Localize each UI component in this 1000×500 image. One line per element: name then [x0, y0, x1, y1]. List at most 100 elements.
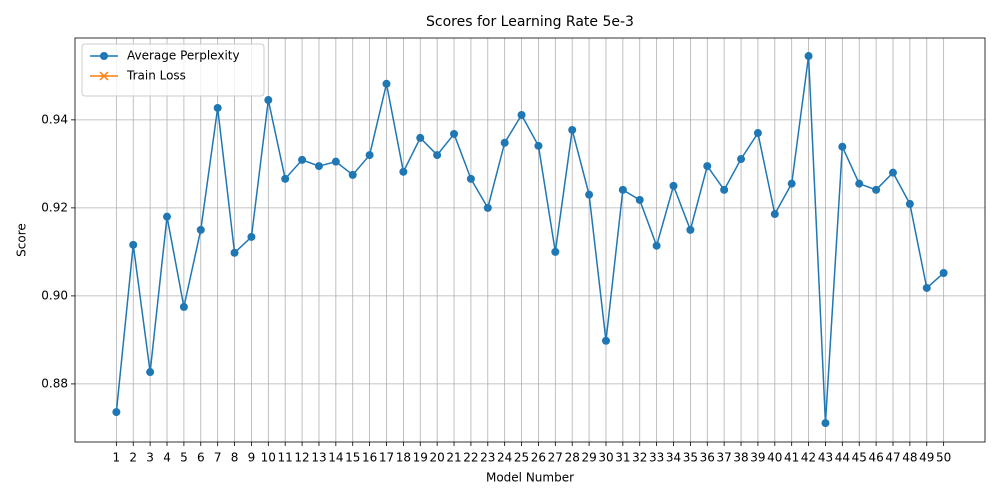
marker [939, 269, 948, 278]
marker [466, 174, 475, 183]
marker [99, 71, 109, 81]
marker [568, 125, 577, 134]
marker [838, 142, 847, 151]
x-tick-label: 8 [231, 451, 239, 465]
x-tick-label: 16 [362, 451, 377, 465]
x-tick-label: 40 [767, 451, 782, 465]
marker [770, 210, 779, 219]
marker [888, 168, 897, 177]
x-tick-label: 33 [649, 451, 664, 465]
x-tick-label: 26 [531, 451, 546, 465]
chart-title: Scores for Learning Rate 5e-3 [426, 14, 634, 30]
x-tick-label: 13 [311, 451, 326, 465]
marker [196, 225, 205, 234]
x-tick-label: 14 [328, 451, 343, 465]
x-tick-label: 44 [835, 451, 850, 465]
y-axis-label: Score [15, 223, 29, 257]
x-tick-label: 4 [163, 451, 171, 465]
x-tick-label: 18 [396, 451, 411, 465]
x-tick-label: 9 [248, 451, 256, 465]
x-tick-label: 50 [936, 451, 951, 465]
x-tick-label: 1 [113, 451, 121, 465]
marker [433, 151, 442, 160]
marker [129, 240, 138, 249]
y-tick-label: 0.94 [41, 112, 68, 126]
marker [416, 133, 425, 142]
plot-frame [74, 37, 986, 443]
x-tick-label: 47 [885, 451, 900, 465]
marker [365, 151, 374, 160]
marker [331, 157, 340, 166]
x-tick-label: 23 [480, 451, 495, 465]
x-tick-label: 38 [733, 451, 748, 465]
marker [163, 212, 172, 221]
x-tick-label: 34 [666, 451, 681, 465]
x-tick-label: 3 [146, 451, 154, 465]
marker [483, 203, 492, 212]
x-tick-label: 25 [514, 451, 529, 465]
marker [618, 185, 627, 194]
marker [737, 155, 746, 164]
marker [348, 170, 357, 179]
x-tick-label: 31 [615, 451, 630, 465]
x-tick-label: 48 [902, 451, 917, 465]
marker [635, 195, 644, 204]
y-tick-label: 0.90 [41, 288, 68, 302]
marker [686, 225, 695, 234]
marker [382, 79, 391, 88]
marker [753, 129, 762, 138]
marker [804, 52, 813, 61]
marker [112, 408, 121, 417]
marker [179, 302, 188, 311]
marker [230, 248, 239, 257]
x-tick-label: 19 [413, 451, 428, 465]
marker [855, 179, 864, 188]
x-tick-label: 27 [548, 451, 563, 465]
marker [601, 336, 610, 345]
legend-label: Average Perplexity [127, 49, 240, 63]
marker [450, 129, 459, 138]
marker [905, 199, 914, 208]
marker [720, 185, 729, 194]
marker [821, 419, 830, 428]
x-tick-label: 43 [818, 451, 833, 465]
marker [922, 283, 931, 292]
marker [534, 141, 543, 150]
marker [146, 368, 155, 377]
marker [551, 247, 560, 256]
x-tick-label: 6 [197, 451, 205, 465]
marker [585, 190, 594, 199]
x-tick-label: 30 [598, 451, 613, 465]
x-tick-label: 22 [463, 451, 478, 465]
x-tick-label: 29 [581, 451, 596, 465]
marker [281, 174, 290, 183]
x-tick-label: 7 [214, 451, 222, 465]
marker [314, 162, 323, 171]
x-axis-label: Model Number [486, 471, 574, 485]
y-tick-label: 0.92 [41, 200, 68, 214]
x-tick-label: 10 [261, 451, 276, 465]
x-tick-label: 45 [852, 451, 867, 465]
x-tick-label: 41 [784, 451, 799, 465]
x-tick-label: 37 [717, 451, 732, 465]
x-tick-label: 36 [700, 451, 715, 465]
y-tick-label: 0.88 [41, 376, 68, 390]
x-tick-label: 20 [430, 451, 445, 465]
marker [652, 241, 661, 250]
x-tick-label: 49 [919, 451, 934, 465]
x-tick-label: 12 [294, 451, 309, 465]
marker [213, 103, 222, 112]
x-tick-label: 28 [565, 451, 580, 465]
x-tick-label: 17 [379, 451, 394, 465]
marker [264, 96, 273, 105]
x-tick-label: 2 [129, 451, 137, 465]
series-line [115, 55, 945, 424]
x-tick-label: 32 [632, 451, 647, 465]
x-tick-label: 46 [868, 451, 883, 465]
marker [787, 179, 796, 188]
legend: Average Perplexity Train Loss [81, 43, 265, 97]
x-tick-label: 42 [801, 451, 816, 465]
marker [517, 111, 526, 120]
x-tick-label: 39 [750, 451, 765, 465]
